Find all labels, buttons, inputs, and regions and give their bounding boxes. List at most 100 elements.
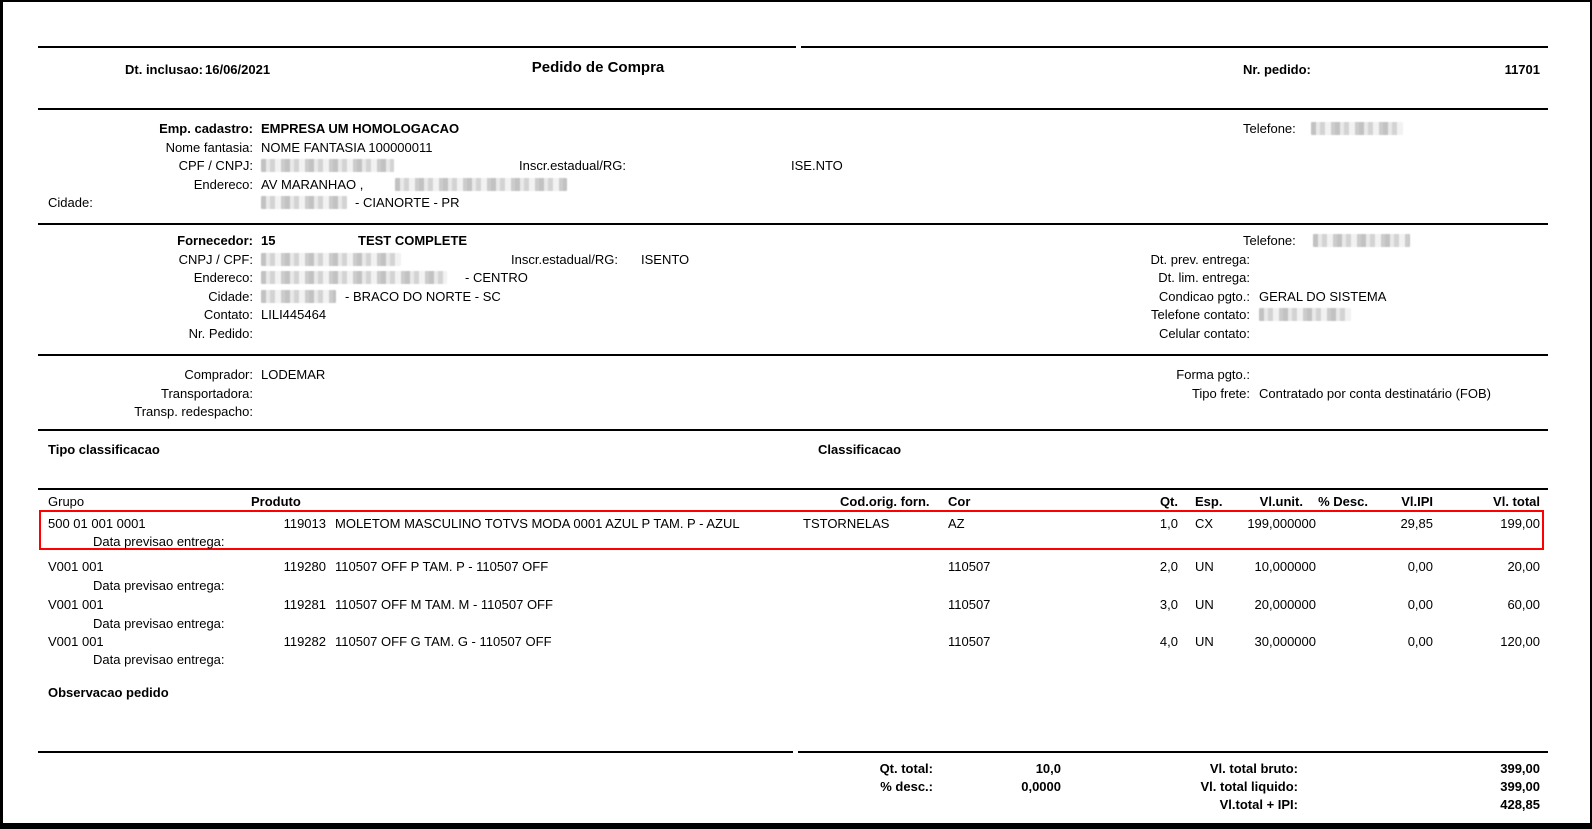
redacted-supplier-cnpj <box>261 253 401 266</box>
emp-cadastro-value: EMPRESA UM HOMOLOGACAO <box>261 121 460 136</box>
qt-total-label: Qt. total: <box>879 761 933 776</box>
item-esp: UN <box>1195 597 1214 612</box>
nr-pedido-label: Nr. pedido: <box>1243 62 1311 77</box>
section-rule <box>38 108 1548 110</box>
supplier-cnpj-label: CNPJ / CPF: <box>178 252 253 267</box>
header-rule-left <box>38 46 796 48</box>
supplier-telefone-label: Telefone: <box>1243 233 1296 248</box>
item-cod-orig-forn: TSTORNELAS <box>803 516 890 531</box>
company-endereco-value: AV MARANHAO , <box>261 177 364 192</box>
item-vl-total: 20,00 <box>1507 559 1540 574</box>
item-produto-desc: 110507 OFF P TAM. P - 110507 OFF <box>335 559 549 574</box>
tipo-frete-label: Tipo frete: <box>1191 386 1250 401</box>
company-endereco-label: Endereco: <box>193 177 253 192</box>
company-cidade-label: Cidade: <box>48 195 93 210</box>
company-inscr-value: ISE.NTO <box>791 158 843 173</box>
classificacao-label: Classificacao <box>818 442 902 457</box>
supplier-inscr-label: Inscr.estadual/RG: <box>511 252 618 267</box>
col-header-qt: Qt. <box>1159 494 1178 509</box>
dt-prev-entrega-label: Dt. prev. entrega: <box>1150 252 1250 267</box>
item-data-previsao-label: Data previsao entrega: <box>93 534 225 549</box>
header-rule-right <box>801 46 1548 48</box>
item-grupo: V001 001 <box>48 597 104 612</box>
celular-contato-label: Celular contato: <box>1158 326 1250 341</box>
item-data-previsao-label: Data previsao entrega: <box>93 652 225 667</box>
item-grupo: V001 001 <box>48 634 104 649</box>
totals-rule-left <box>38 751 793 753</box>
report-title: Pedido de Compra <box>531 59 665 76</box>
item-produto-desc: MOLETOM MASCULINO TOTVS MODA 0001 AZUL P… <box>335 516 740 531</box>
item-vl-ipi: 0,00 <box>1407 559 1433 574</box>
fornecedor-label: Fornecedor: <box>177 233 253 248</box>
emp-cadastro-label: Emp. cadastro: <box>159 121 253 136</box>
item-cor: AZ <box>948 516 965 531</box>
col-header-vl-unit: Vl.unit. <box>1259 494 1303 509</box>
item-vl-ipi: 0,00 <box>1407 597 1433 612</box>
item-vl-total: 120,00 <box>1500 634 1540 649</box>
col-header-produto: Produto <box>251 494 301 509</box>
item-data-previsao-label: Data previsao entrega: <box>93 616 225 631</box>
supplier-nr-pedido-label: Nr. Pedido: <box>188 326 253 341</box>
supplier-endereco-label: Endereco: <box>193 270 253 285</box>
supplier-inscr-value: ISENTO <box>641 252 690 267</box>
company-inscr-label: Inscr.estadual/RG: <box>519 158 626 173</box>
item-produto-cod: 119281 <box>283 597 326 612</box>
item-qt: 1,0 <box>1159 516 1178 531</box>
transp-redespacho-label: Transp. redespacho: <box>134 404 253 419</box>
condicao-pgto-label: Condicao pgto.: <box>1158 289 1250 304</box>
redacted-company-cep <box>261 196 347 209</box>
item-vl-unit: 20,000000 <box>1254 597 1316 612</box>
redacted-supplier-endereco <box>261 271 447 284</box>
vl-total-ipi-value: 428,85 <box>1500 797 1540 812</box>
item-produto-cod: 119282 <box>283 634 326 649</box>
item-vl-total: 199,00 <box>1500 516 1540 531</box>
item-vl-total: 60,00 <box>1507 597 1540 612</box>
condicao-pgto-value: GERAL DO SISTEMA <box>1259 289 1387 304</box>
company-cidade-value: - CIANORTE - PR <box>355 195 460 210</box>
item-produto-desc: 110507 OFF M TAM. M - 110507 OFF <box>335 597 553 612</box>
supplier-endereco-value: - CENTRO <box>465 270 528 285</box>
desc-total-value: 0,0000 <box>1021 779 1061 794</box>
vl-total-bruto-label: Vl. total bruto: <box>1209 761 1298 776</box>
item-vl-unit: 30,000000 <box>1254 634 1316 649</box>
qt-total-value: 10,0 <box>1035 761 1061 776</box>
item-grupo: V001 001 <box>48 559 104 574</box>
transportadora-label: Transportadora: <box>160 386 253 401</box>
col-header-grupo: Grupo <box>48 494 85 509</box>
col-header-vl-ipi: Vl.IPI <box>1401 494 1433 509</box>
col-header-vl-total: Vl. total <box>1493 494 1540 509</box>
company-telefone-label: Telefone: <box>1243 121 1296 136</box>
dt-lim-entrega-label: Dt. lim. entrega: <box>1158 270 1250 285</box>
item-qt: 3,0 <box>1159 597 1178 612</box>
item-esp: UN <box>1195 559 1214 574</box>
col-header-desc: % Desc. <box>1318 494 1368 509</box>
tipo-classificacao-label: Tipo classificacao <box>48 442 160 457</box>
totals-rule-right <box>798 751 1548 753</box>
item-esp: UN <box>1195 634 1214 649</box>
item-grupo: 500 01 001 0001 <box>48 516 146 531</box>
item-cor: 110507 <box>948 597 991 612</box>
supplier-cidade-label: Cidade: <box>208 289 253 304</box>
dt-inclusao-label: Dt. inclusao: <box>125 62 204 77</box>
company-cpf-cnpj-label: CPF / CNPJ: <box>178 158 253 173</box>
redacted-company-telefone <box>1311 122 1403 135</box>
nr-pedido-value: 11701 <box>1504 62 1540 77</box>
observacao-pedido-label: Observacao pedido <box>48 685 169 700</box>
item-data-previsao-label: Data previsao entrega: <box>93 578 225 593</box>
item-vl-ipi: 0,00 <box>1407 634 1433 649</box>
vl-total-bruto-value: 399,00 <box>1500 761 1540 776</box>
item-esp: CX <box>1195 516 1214 531</box>
vl-total-liquido-label: Vl. total liquido: <box>1200 779 1299 794</box>
item-qt: 4,0 <box>1159 634 1178 649</box>
item-produto-cod: 119013 <box>283 516 326 531</box>
item-produto-cod: 119280 <box>283 559 326 574</box>
tipo-frete-value: Contratado por conta destinatário (FOB) <box>1259 386 1491 401</box>
item-vl-ipi: 29,85 <box>1400 516 1433 531</box>
forma-pgto-label: Forma pgto.: <box>1176 367 1250 382</box>
fornecedor-name: TEST COMPLETE <box>358 233 468 248</box>
item-vl-unit: 10,000000 <box>1254 559 1316 574</box>
redacted-telefone-contato <box>1259 308 1351 321</box>
col-header-cor: Cor <box>948 494 971 509</box>
col-header-cod-orig-forn: Cod.orig. forn. <box>840 494 930 509</box>
